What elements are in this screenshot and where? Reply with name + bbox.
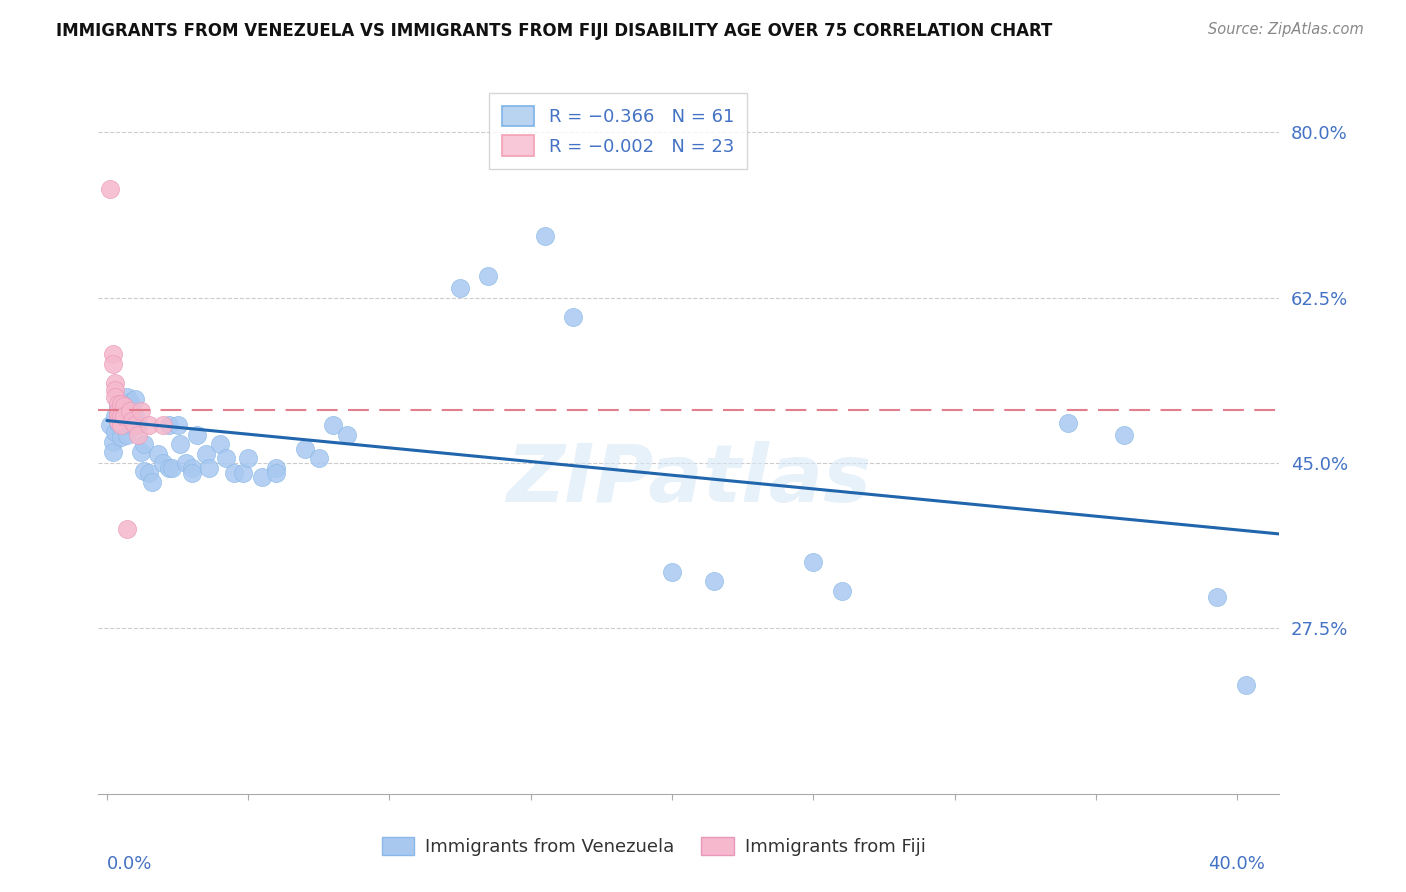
Point: [1056, 417, 1078, 431]
Point: [1112, 427, 1135, 442]
Point: [107, 417, 129, 431]
Point: [110, 418, 132, 433]
Text: ZIPatlas: ZIPatlas: [506, 441, 872, 519]
Point: [157, 460, 180, 475]
Point: [231, 466, 253, 480]
Point: [294, 442, 316, 456]
Point: [115, 390, 138, 404]
Point: [186, 427, 208, 442]
Point: [152, 418, 174, 433]
Point: [1206, 591, 1229, 605]
Point: [449, 281, 471, 295]
Text: 40.0%: 40.0%: [1209, 855, 1265, 873]
Point: [112, 417, 135, 431]
Point: [661, 565, 683, 579]
Point: [127, 418, 149, 433]
Point: [132, 437, 155, 451]
Point: [118, 394, 141, 409]
Point: [146, 447, 169, 461]
Point: [129, 444, 152, 458]
Point: [124, 418, 146, 433]
Point: [115, 427, 138, 442]
Point: [112, 400, 135, 414]
Point: [104, 384, 127, 398]
Point: [174, 456, 197, 470]
Point: [107, 397, 129, 411]
Point: [166, 418, 188, 433]
Point: [152, 456, 174, 470]
Point: [252, 470, 274, 484]
Point: [562, 310, 585, 324]
Point: [801, 555, 824, 569]
Point: [180, 466, 202, 480]
Point: [703, 574, 725, 589]
Point: [118, 409, 141, 423]
Point: [115, 522, 138, 536]
Point: [104, 376, 127, 390]
Point: [121, 418, 143, 433]
Text: IMMIGRANTS FROM VENEZUELA VS IMMIGRANTS FROM FIJI DISABILITY AGE OVER 75 CORRELA: IMMIGRANTS FROM VENEZUELA VS IMMIGRANTS …: [56, 22, 1053, 40]
Point: [138, 418, 160, 433]
Point: [104, 390, 127, 404]
Text: 0.0%: 0.0%: [107, 855, 152, 873]
Point: [322, 418, 344, 433]
Point: [110, 404, 132, 418]
Point: [308, 451, 330, 466]
Point: [121, 413, 143, 427]
Point: [160, 460, 183, 475]
Point: [124, 392, 146, 406]
Point: [197, 460, 219, 475]
Point: [194, 447, 217, 461]
Point: [124, 409, 146, 423]
Point: [112, 397, 135, 411]
Point: [110, 413, 132, 427]
Point: [1234, 678, 1257, 692]
Point: [336, 427, 359, 442]
Point: [104, 409, 127, 423]
Point: [238, 451, 260, 466]
Point: [214, 451, 236, 466]
Point: [98, 418, 121, 433]
Point: [110, 429, 132, 443]
Point: [208, 437, 231, 451]
Point: [101, 357, 124, 371]
Point: [157, 418, 180, 433]
Point: [107, 409, 129, 423]
Point: [132, 464, 155, 478]
Point: [101, 435, 124, 450]
Point: [115, 407, 138, 421]
Point: [266, 466, 288, 480]
Point: [107, 413, 129, 427]
Point: [534, 229, 557, 244]
Point: [101, 444, 124, 458]
Point: [118, 404, 141, 418]
Text: Source: ZipAtlas.com: Source: ZipAtlas.com: [1208, 22, 1364, 37]
Point: [477, 268, 499, 283]
Point: [101, 347, 124, 361]
Point: [104, 425, 127, 439]
Point: [107, 404, 129, 418]
Point: [141, 475, 163, 489]
Point: [831, 583, 853, 598]
Point: [138, 466, 160, 480]
Point: [169, 437, 191, 451]
Point: [98, 182, 121, 196]
Point: [110, 397, 132, 411]
Point: [107, 400, 129, 414]
Point: [112, 409, 135, 423]
Point: [180, 460, 202, 475]
Point: [222, 466, 245, 480]
Point: [127, 427, 149, 442]
Point: [110, 409, 132, 423]
Legend: Immigrants from Venezuela, Immigrants from Fiji: Immigrants from Venezuela, Immigrants fr…: [374, 830, 932, 863]
Point: [129, 404, 152, 418]
Point: [266, 460, 288, 475]
